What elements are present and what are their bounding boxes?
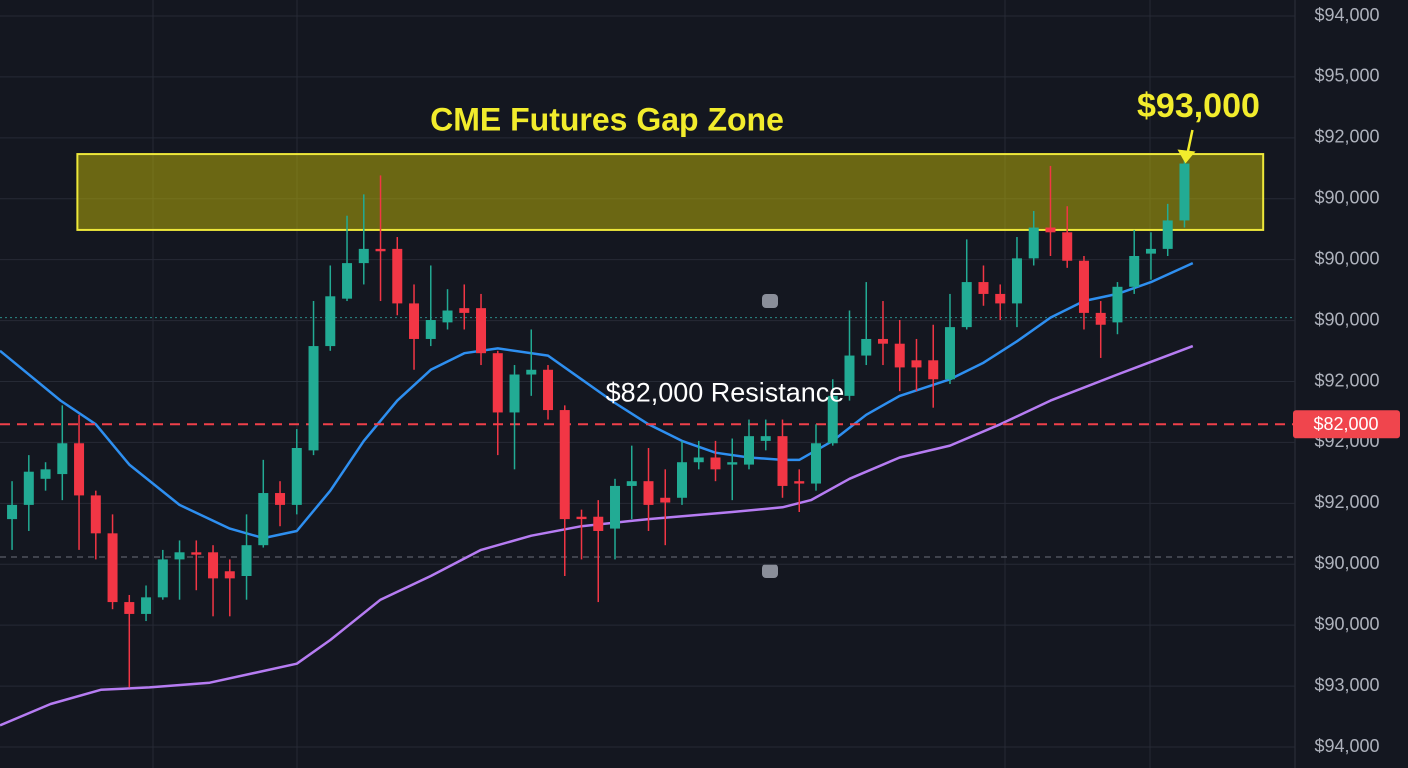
candle-body [1028, 227, 1039, 259]
candle-body [241, 545, 252, 576]
candle-body [626, 481, 637, 486]
y-tick-label: $90,000 [1314, 309, 1379, 329]
candle-body [944, 327, 955, 380]
candle-body [7, 504, 18, 520]
candle-body [576, 516, 587, 520]
candle-body [743, 436, 754, 465]
candle-body [191, 552, 202, 555]
y-tick-label: $90,000 [1314, 248, 1379, 268]
candle-body [861, 338, 872, 356]
candle-body [74, 443, 85, 496]
y-tick-label: $95,000 [1314, 66, 1379, 86]
y-tick-label: $90,000 [1314, 188, 1379, 208]
candle-body [543, 369, 554, 411]
y-tick-label: $94,000 [1314, 736, 1379, 756]
candle-body [124, 602, 135, 614]
candle-body [643, 481, 654, 505]
candle-body [1011, 258, 1022, 304]
candle-body [677, 462, 688, 498]
candle-body [928, 360, 939, 380]
candle-body [40, 469, 51, 479]
candle-body [107, 533, 118, 603]
candle-body [291, 448, 302, 505]
candle-body [425, 320, 436, 339]
candle-body [342, 263, 353, 299]
candle-body [1145, 248, 1156, 254]
candle-body [459, 308, 470, 313]
candle-body [877, 338, 888, 344]
candle-body [1129, 256, 1140, 287]
candle-body [208, 552, 219, 579]
candle-body [90, 495, 101, 534]
candle-body [610, 485, 621, 529]
candle-body [760, 436, 771, 441]
candle-body [710, 457, 721, 470]
resistance-label: $82,000 Resistance [606, 377, 845, 407]
candle-body [911, 360, 922, 368]
candle-body [509, 374, 520, 413]
candle-body [57, 443, 68, 475]
candle-body [794, 481, 805, 484]
candle-body [174, 552, 185, 560]
candle-body [224, 571, 235, 579]
candle-body [1078, 260, 1089, 313]
candle-body [693, 457, 704, 463]
candle-body [375, 248, 386, 252]
candle-body [1062, 232, 1073, 261]
candle-body [777, 436, 788, 486]
candle-body [1179, 163, 1190, 221]
y-tick-label: $94,000 [1314, 5, 1379, 25]
vertical-grid [152, 0, 1151, 768]
candle-body [894, 343, 905, 368]
candle-body [660, 497, 671, 503]
candle-body [727, 462, 738, 465]
candle-body [810, 443, 821, 484]
candle-body [526, 369, 537, 375]
candle-body [1162, 220, 1173, 249]
candle-body [358, 248, 369, 264]
y-tick-label: $93,000 [1314, 675, 1379, 695]
candle-body [476, 308, 487, 354]
candle-body [1095, 312, 1106, 325]
icon-shape [762, 294, 778, 308]
price-tag-label: $82,000 [1313, 414, 1378, 434]
price-tag [1293, 410, 1400, 439]
candle-body [409, 303, 420, 339]
candle-body [995, 293, 1006, 304]
candle-body [844, 355, 855, 396]
candle-body [1112, 286, 1123, 323]
price-annotation: $93,000 [1137, 87, 1260, 125]
candle-body [141, 597, 152, 614]
annotation-arrow [1186, 129, 1194, 154]
y-tick-label: $92,000 [1314, 492, 1379, 512]
candle-body [275, 493, 286, 505]
chart-title: CME Futures Gap Zone [430, 101, 784, 137]
candle-body [827, 395, 838, 444]
icon [762, 294, 778, 578]
candle-body [325, 296, 336, 347]
candle-body [392, 248, 403, 304]
candle-body [1045, 227, 1056, 233]
candle-body [492, 353, 503, 413]
candle-body [559, 410, 570, 520]
candle-body [258, 493, 269, 546]
candle-body [978, 282, 989, 294]
candle-body [593, 516, 604, 531]
candle-body [157, 559, 168, 598]
gap-zone [76, 153, 1265, 231]
icon-shape [762, 564, 778, 578]
y-tick-label: $92,000 [1314, 127, 1379, 147]
y-tick-label: $90,000 [1314, 614, 1379, 634]
y-tick-label: $92,000 [1314, 370, 1379, 390]
candle-body [961, 282, 972, 328]
candle-body [442, 310, 453, 323]
y-tick-label: $90,000 [1314, 553, 1379, 573]
candle-body [308, 346, 319, 451]
candle-body [23, 471, 34, 505]
annotation-arrowhead [1177, 149, 1196, 164]
